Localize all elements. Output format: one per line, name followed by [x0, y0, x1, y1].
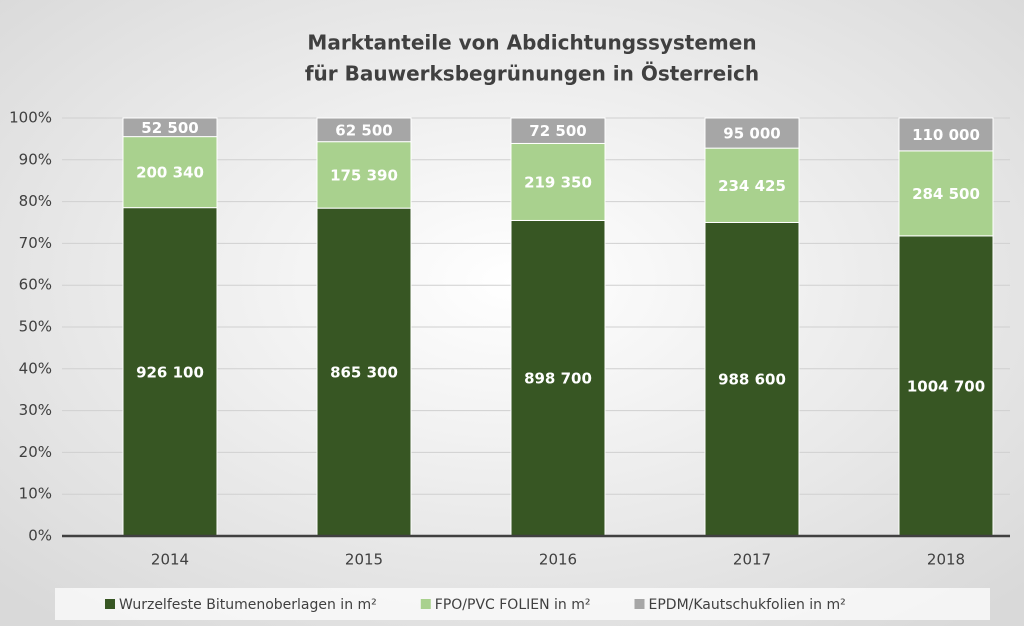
- y-tick-label: 20%: [19, 443, 52, 461]
- bar-segment: [316, 117, 412, 143]
- y-tick-label: 0%: [28, 527, 52, 545]
- bar-segment: [704, 221, 800, 537]
- bar-segment: [704, 117, 800, 149]
- x-tick-label: 2015: [345, 551, 383, 569]
- data-label: 175 390: [330, 166, 398, 184]
- data-label: 52 500: [141, 119, 198, 137]
- x-tick-label: 2016: [539, 551, 577, 569]
- legend-swatch: [634, 599, 645, 609]
- data-label: 234 425: [718, 177, 786, 195]
- data-label: 62 500: [335, 121, 392, 139]
- y-tick-label: 50%: [19, 318, 52, 336]
- legend-swatch: [420, 599, 431, 609]
- legend-label: Wurzelfeste Bitumenoberlagen in m²: [119, 597, 377, 613]
- legend-swatch: [105, 599, 115, 609]
- bar-segment: [122, 117, 218, 138]
- y-tick-label: 70%: [19, 234, 52, 252]
- y-tick-label: 10%: [19, 485, 52, 503]
- bar-segment: [898, 117, 994, 152]
- legend-label: FPO/PVC FOLIEN in m²: [435, 597, 591, 613]
- data-label: 865 300: [330, 364, 398, 382]
- bar-segment: [510, 117, 606, 144]
- legend-label: EPDM/Kautschukfolien in m²: [649, 597, 846, 613]
- x-tick-label: 2017: [733, 551, 771, 569]
- bar-segment: [122, 136, 218, 209]
- bar-segment: [510, 219, 606, 537]
- data-label: 200 340: [136, 164, 204, 182]
- bar-segment: [316, 207, 412, 537]
- bar-segment: [316, 141, 412, 209]
- y-tick-label: 80%: [19, 192, 52, 210]
- y-tick-label: 30%: [19, 401, 52, 419]
- bar-segment: [704, 147, 800, 223]
- x-tick-label: 2018: [927, 551, 965, 569]
- y-tick-label: 60%: [19, 276, 52, 294]
- data-label: 219 350: [524, 173, 592, 191]
- data-label: 284 500: [912, 185, 980, 203]
- data-label: 898 700: [524, 370, 592, 388]
- bar-segment: [122, 207, 218, 537]
- chart-title: für Bauwerksbegrünungen in Österreich: [305, 62, 759, 86]
- bar-segment: [510, 142, 606, 221]
- data-label: 926 100: [136, 363, 204, 381]
- data-label: 95 000: [723, 125, 780, 143]
- x-tick-label: 2014: [151, 551, 189, 569]
- data-label: 72 500: [529, 122, 586, 140]
- data-label: 988 600: [718, 371, 786, 389]
- data-label: 110 000: [912, 126, 980, 144]
- y-tick-label: 90%: [19, 150, 52, 168]
- chart-title: Marktanteile von Abdichtungssystemen: [307, 31, 756, 55]
- y-tick-label: 100%: [9, 109, 52, 127]
- y-tick-label: 40%: [19, 359, 52, 377]
- data-label: 1004 700: [907, 377, 985, 395]
- legend-box: [55, 588, 990, 620]
